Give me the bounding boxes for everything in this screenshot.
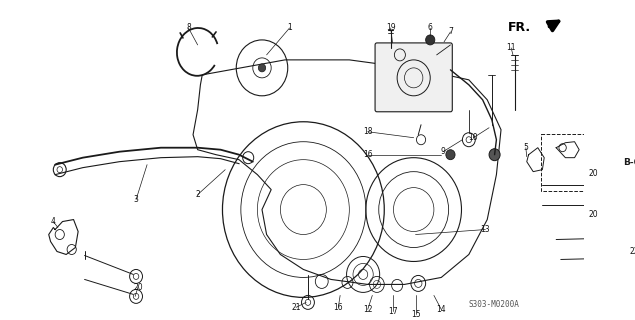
Text: 16: 16	[333, 303, 343, 312]
Text: 3: 3	[133, 195, 138, 204]
Text: 5: 5	[523, 143, 528, 152]
Circle shape	[425, 35, 435, 45]
Text: 12: 12	[363, 305, 373, 314]
Text: 7: 7	[448, 28, 453, 36]
Text: B-6: B-6	[624, 158, 635, 167]
Text: S303-M0200A: S303-M0200A	[469, 300, 519, 309]
Text: 15: 15	[411, 310, 420, 319]
Text: FR.: FR.	[508, 21, 531, 35]
Text: 17: 17	[388, 307, 398, 316]
Text: 10: 10	[469, 133, 478, 142]
Circle shape	[258, 64, 265, 72]
Text: 16: 16	[363, 150, 373, 159]
Circle shape	[446, 150, 455, 160]
Circle shape	[489, 149, 500, 161]
Text: 9: 9	[441, 147, 446, 156]
Text: 2: 2	[196, 190, 200, 199]
Text: 4: 4	[51, 217, 56, 226]
Text: 20: 20	[588, 210, 598, 219]
Text: 19: 19	[386, 23, 396, 32]
Text: 14: 14	[436, 305, 446, 314]
Text: 1: 1	[287, 23, 292, 32]
Text: 6: 6	[428, 23, 432, 32]
Text: 13: 13	[481, 225, 490, 234]
Text: 20: 20	[588, 169, 598, 178]
Text: 22: 22	[629, 247, 635, 256]
Text: 11: 11	[506, 44, 516, 52]
Text: 8: 8	[186, 23, 191, 32]
FancyBboxPatch shape	[375, 43, 452, 112]
Text: 20: 20	[133, 283, 143, 292]
Text: 21: 21	[291, 303, 301, 312]
Text: 22: 22	[634, 265, 635, 274]
Text: 18: 18	[363, 127, 373, 136]
